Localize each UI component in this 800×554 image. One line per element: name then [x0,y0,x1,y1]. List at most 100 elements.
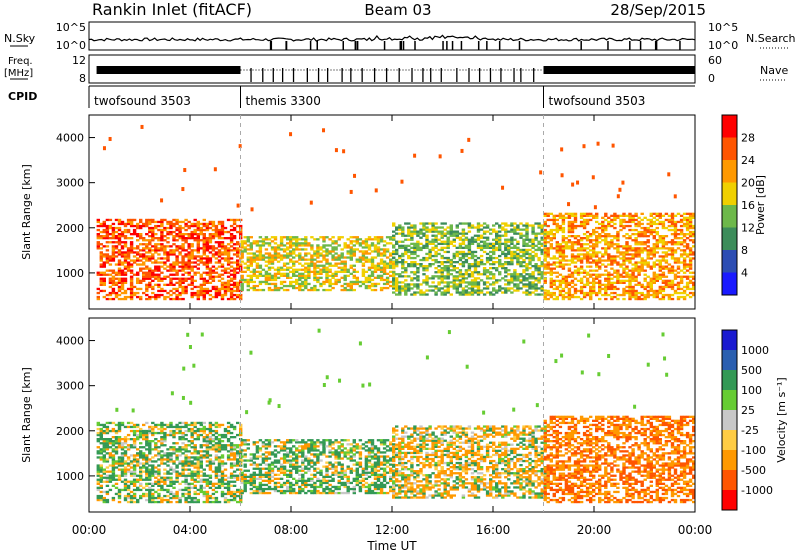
heatmap-cell [258,244,263,247]
heatmap-cell [184,448,188,451]
heatmap-cell [676,275,681,278]
heatmap-cell [519,265,523,268]
heatmap-cell [652,222,656,226]
heatmap-cell [111,442,116,445]
heatmap-cell [96,423,100,427]
heatmap-cell [304,254,308,257]
heatmap-cell [673,261,678,264]
heatmap-cell [637,235,641,238]
heatmap-cell [682,261,687,264]
heatmap-cell [325,254,329,257]
heatmap-cell [664,293,669,297]
heatmap-cell [404,267,408,270]
heatmap-cell [264,274,269,277]
heatmap-cell [628,253,632,256]
heatmap-cell [464,281,469,284]
heatmap-cell [295,238,299,241]
heatmap-cell [467,244,472,247]
heatmap-cell [649,287,653,291]
heatmap-cell [163,472,167,475]
heatmap-cell [528,267,532,270]
heatmap-cell [458,275,463,278]
heatmap-cell [395,283,399,286]
heatmap-cell [178,500,182,504]
heatmap-cell [205,263,210,266]
heatmap-cell [166,255,170,258]
heatmap-cell [304,274,308,277]
heatmap-cell [172,482,176,485]
heatmap-cell [154,261,158,264]
heatmap-cell [652,289,656,293]
heatmap-cell [464,246,469,249]
heatmap-cell [132,293,137,297]
heatmap-cell [446,261,450,264]
heatmap-cell [246,236,250,239]
heatmap-cell [145,466,149,469]
heatmap-cell [169,448,173,451]
heatmap-cell [585,291,590,295]
heatmap-cell [123,251,128,254]
heatmap-cell [604,285,608,289]
heatmap-cell [582,249,587,252]
heatmap-cell [181,281,185,284]
heatmap-cell [364,280,369,284]
heatmap-cell [543,295,547,299]
heatmap-cell [102,490,106,494]
heatmap-cell [531,281,535,284]
heatmap-cell [679,241,684,244]
heatmap-cell [670,271,675,274]
heatmap-cell [670,267,675,270]
heatmap-cell [658,247,662,250]
heatmap-cell [184,454,188,457]
heatmap-cell [343,286,347,290]
heatmap-cell [670,283,675,286]
heatmap-cell [292,260,296,263]
heatmap-cell [255,262,260,265]
heatmap-cell [401,246,405,249]
heatmap-cell [446,226,450,229]
heatmap-cell [607,216,611,219]
heatmap-cell [172,222,176,226]
heatmap-cell [673,220,678,224]
heatmap-cell [111,281,116,284]
heatmap-cell [316,248,320,251]
heatmap-cell [169,500,173,504]
heatmap-cell [425,267,429,270]
heatmap-cell [443,246,447,249]
heatmap-cell [525,232,529,235]
heatmap-cell [154,265,158,268]
heatmap-cell [664,261,669,264]
heatmap-cell [196,247,200,250]
heatmap-cell [425,289,429,292]
heatmap-cell [193,233,197,236]
heatmap-cell [585,277,590,280]
heatmap-cell [537,265,541,268]
heatmap-cell [664,253,669,256]
heatmap-cell [229,297,234,301]
heatmap-cell [561,241,566,244]
heatmap-cell [376,242,381,245]
heatmap-cell [232,293,237,297]
heatmap-cell [178,261,182,264]
heatmap-cell [376,254,381,257]
heatmap-cell [169,492,173,496]
heatmap-cell [458,285,463,288]
heatmap-cell [564,243,569,246]
heatmap-cell [261,256,266,259]
heatmap-cell [261,242,266,245]
heatmap-cell [114,230,119,234]
heatmap-cell [264,276,269,279]
heatmap-cell [679,275,684,278]
heatmap-cell [236,243,240,246]
heatmap-cell [120,468,125,471]
heatmap-cell [649,281,653,284]
heatmap-cell [229,233,234,236]
heatmap-cell [573,287,578,291]
heatmap-cell [111,436,116,439]
heatmap-cell [607,275,611,278]
heatmap-cell [510,277,514,280]
heatmap-cell [236,293,240,297]
heatmap-cell [611,143,615,148]
heatmap-cell [607,273,611,276]
heatmap-cell [485,230,490,233]
